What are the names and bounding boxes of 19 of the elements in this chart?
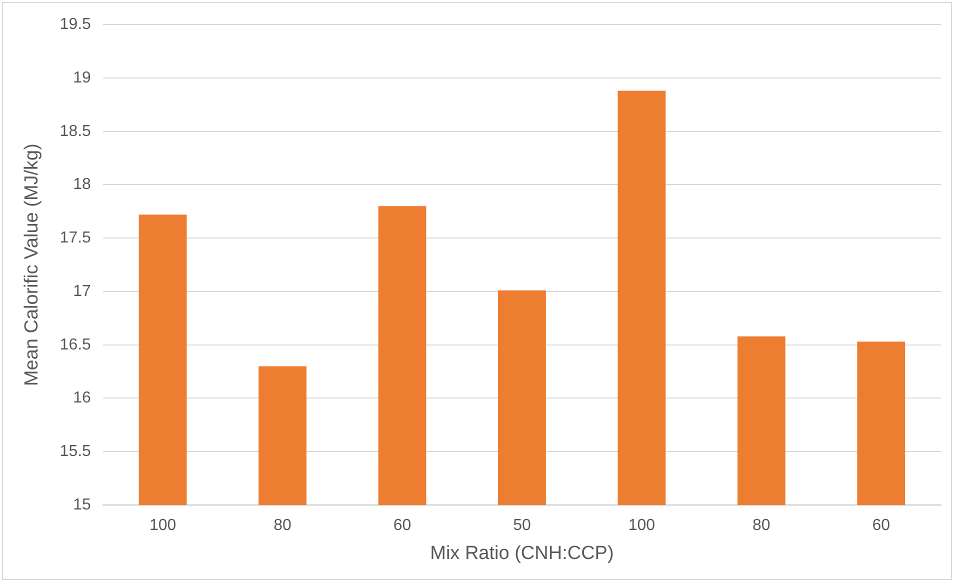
x-tick-label: 100 — [628, 517, 656, 534]
x-tick-label: 60 — [872, 517, 890, 534]
x-tick-label: 60 — [393, 517, 412, 534]
y-tick-label: 18 — [73, 176, 92, 194]
y-tick-label: 15 — [73, 496, 92, 514]
x-tick-label: 80 — [274, 517, 292, 534]
y-tick-label: 16.5 — [60, 336, 92, 354]
x-tick-label: 50 — [513, 517, 531, 534]
y-tick-label: 19 — [73, 69, 92, 86]
x-tick-label: 100 — [149, 517, 176, 534]
y-tick-label: 18.5 — [60, 122, 92, 140]
y-tick-label: 17 — [73, 282, 92, 300]
y-tick-label: 17.5 — [60, 230, 92, 247]
y-axis-title: Mean Calorific Value (MJ/kg) — [22, 144, 43, 386]
y-tick-label: 19.5 — [60, 16, 92, 34]
y-tick-label: 16 — [73, 390, 92, 407]
x-axis-title: Mix Ratio (CNH:CCP) — [430, 542, 614, 564]
y-tick-label: 15.5 — [60, 443, 92, 460]
x-tick-label: 80 — [752, 517, 770, 534]
